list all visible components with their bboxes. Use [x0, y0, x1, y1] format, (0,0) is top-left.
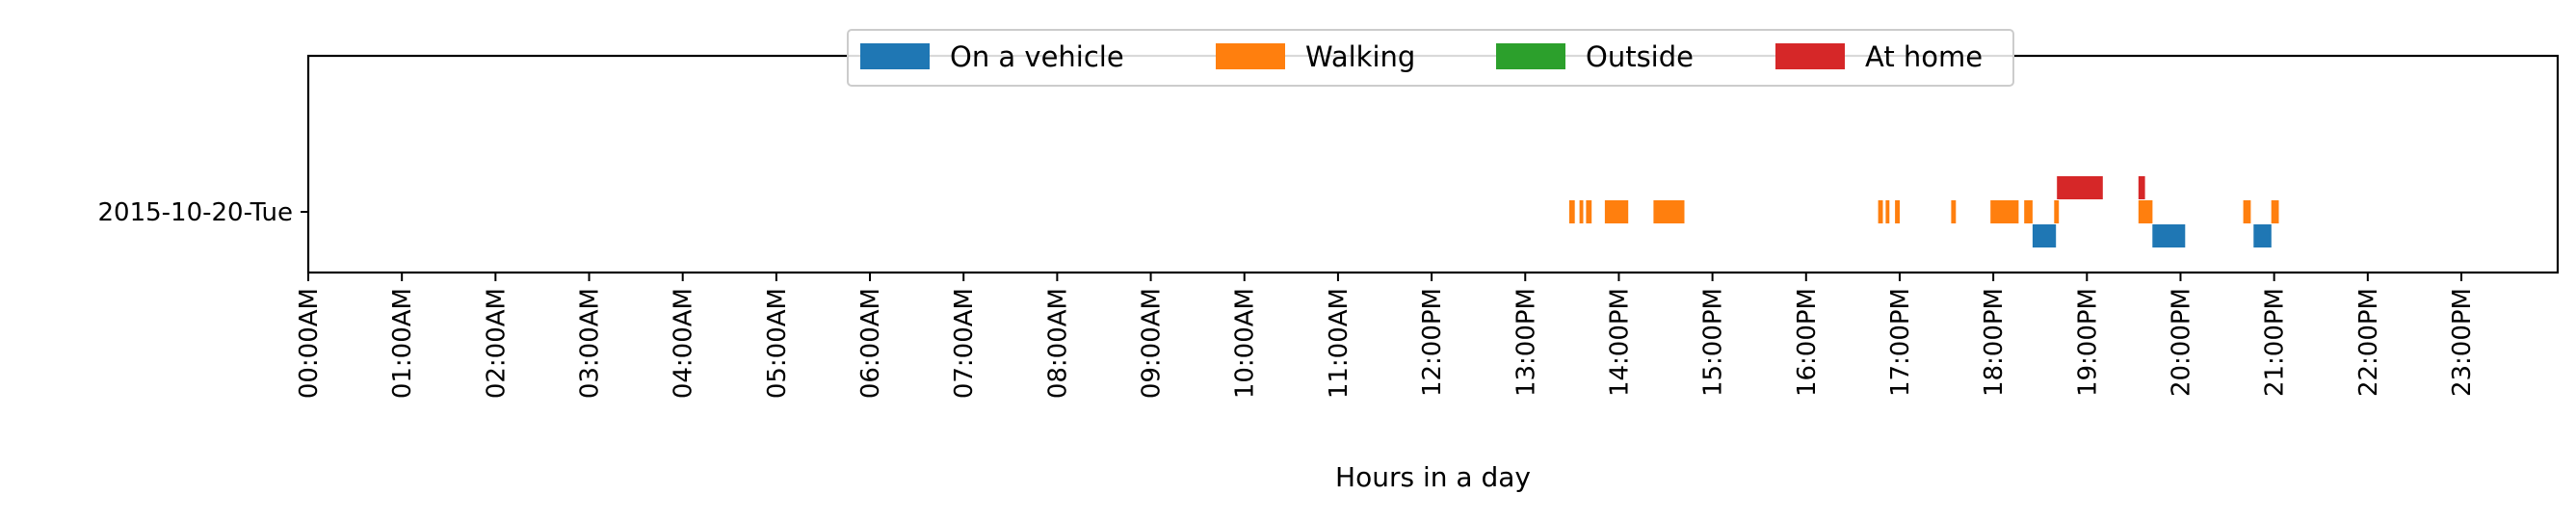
- x-tick-label: 22:00PM: [2354, 288, 2383, 397]
- x-axis: 00:00AM 01:00AM 02:00AM 03:00AM 04:00AM 05:00…: [295, 273, 2477, 399]
- x-tick-label: 11:00AM: [1325, 288, 1354, 399]
- plot-frame: [306, 54, 2560, 274]
- legend-label-on-a-vehicle: On a vehicle: [950, 40, 1124, 73]
- legend-label-at-home: At home: [1865, 40, 1983, 73]
- x-tick-label: 12:00PM: [1418, 288, 1447, 397]
- legend-swatch-outside: [1496, 43, 1565, 69]
- bar-walking-14: [2271, 200, 2279, 223]
- x-tick-label: 23:00PM: [2448, 288, 2477, 397]
- x-tick-label: 14:00PM: [1605, 288, 1634, 397]
- x-tick-label: 13:00PM: [1511, 288, 1540, 397]
- chart-marks: [1568, 176, 2279, 247]
- bar-walking-0: [1568, 200, 1575, 223]
- bar-walking-9: [1990, 200, 2019, 223]
- x-tick-label: 18:00PM: [1980, 288, 2009, 397]
- x-tick-label: 20:00PM: [2167, 288, 2195, 397]
- x-tick-label: 02:00AM: [482, 288, 511, 399]
- x-tick-label: 05:00AM: [763, 288, 792, 399]
- x-tick-label: 04:00AM: [670, 288, 698, 399]
- x-tick-label: 01:00AM: [388, 288, 417, 399]
- legend-swatch-walking: [1216, 43, 1285, 69]
- bar-walking-5: [1878, 200, 1883, 223]
- y-tick-label: 2015-10-20-Tue: [97, 198, 293, 227]
- x-tick-label: 21:00PM: [2261, 288, 2290, 397]
- bar-on-a-vehicle-1: [2152, 224, 2186, 247]
- x-tick-label: 08:00AM: [1043, 288, 1072, 399]
- legend-label-walking: Walking: [1305, 40, 1415, 73]
- x-tick-label: 09:00AM: [1138, 288, 1167, 399]
- x-tick-label: 16:00PM: [1793, 288, 1822, 397]
- legend-swatch-on-a-vehicle: [860, 43, 930, 69]
- bar-on-a-vehicle-2: [2253, 224, 2272, 247]
- bar-walking-4: [1653, 200, 1685, 223]
- x-tick-label: 00:00AM: [295, 288, 324, 399]
- bar-walking-6: [1885, 200, 1890, 223]
- x-axis-label: Hours in a day: [1335, 461, 1531, 493]
- x-tick-label: 17:00PM: [1886, 288, 1915, 397]
- legend: On a vehicle Walking Outside At home: [847, 29, 2014, 87]
- bar-walking-11: [2054, 200, 2060, 223]
- bar-walking-10: [2024, 200, 2033, 223]
- x-tick-label: 07:00AM: [950, 288, 979, 399]
- legend-box: [847, 29, 2014, 87]
- bar-walking-8: [1951, 200, 1957, 223]
- legend-swatch-at-home: [1775, 43, 1845, 69]
- legend-label-outside: Outside: [1586, 40, 1694, 73]
- x-tick-label: 03:00AM: [576, 288, 605, 399]
- bar-walking-3: [1604, 200, 1629, 223]
- x-tick-label: 15:00PM: [1699, 288, 1728, 397]
- bar-at-home-0: [2057, 176, 2103, 199]
- bar-walking-12: [2138, 200, 2153, 223]
- bar-walking-1: [1579, 200, 1584, 223]
- x-tick-label: 06:00AM: [856, 288, 885, 399]
- bar-walking-7: [1895, 200, 1900, 223]
- bar-on-a-vehicle-0: [2032, 224, 2057, 247]
- bar-walking-2: [1586, 200, 1592, 223]
- x-tick-label: 10:00AM: [1231, 288, 1260, 399]
- bar-at-home-1: [2138, 176, 2145, 199]
- bar-walking-13: [2243, 200, 2251, 223]
- x-tick-label: 19:00PM: [2073, 288, 2102, 397]
- y-axis: 2015-10-20-Tue: [97, 198, 308, 227]
